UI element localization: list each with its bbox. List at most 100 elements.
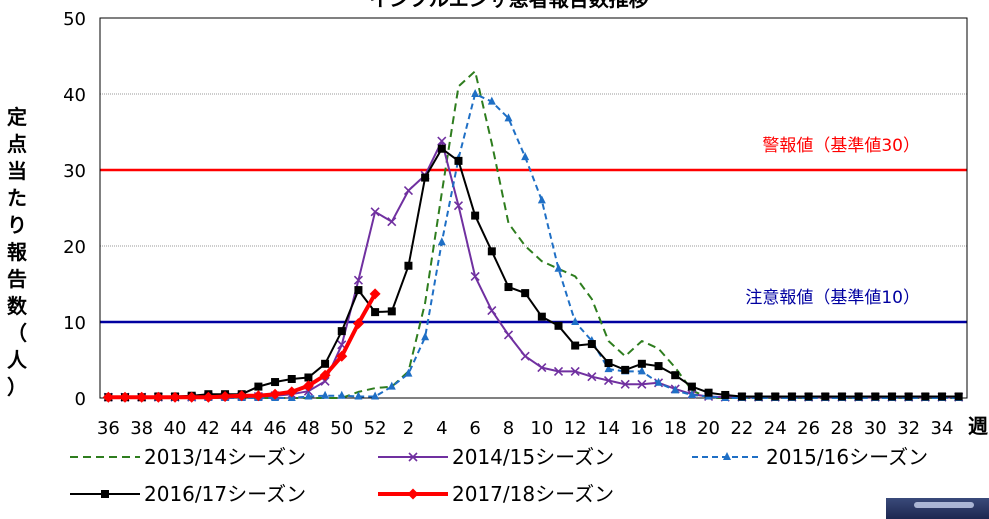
data-point <box>437 144 446 153</box>
data-point <box>570 366 580 376</box>
data-point <box>621 365 630 374</box>
data-point <box>487 96 496 105</box>
x-tick-label: 34 <box>931 418 954 439</box>
data-point <box>337 327 346 336</box>
x-tick-label: 44 <box>230 418 253 439</box>
data-point <box>937 392 946 401</box>
x-tick-label: 42 <box>197 418 220 439</box>
data-point <box>202 391 214 403</box>
x-tick-label: 14 <box>597 418 620 439</box>
y-axis-label-char: 告 <box>7 267 27 291</box>
series-2013/14シーズン <box>108 70 959 399</box>
x-tick-label: 26 <box>797 418 820 439</box>
x-tick-label: 48 <box>297 418 320 439</box>
data-point <box>321 359 330 368</box>
data-point <box>186 391 198 403</box>
data-point <box>370 207 380 217</box>
data-point <box>504 113 513 122</box>
data-point <box>470 271 480 281</box>
legend-label: 2017/18シーズン <box>452 482 615 506</box>
x-axis-label: 週 <box>968 414 988 438</box>
y-axis-label-char: 人 <box>7 348 27 372</box>
y-tick-label: 30 <box>63 161 86 182</box>
data-point <box>102 391 114 403</box>
x-tick-label: 38 <box>130 418 153 439</box>
data-point <box>521 152 530 161</box>
x-tick-label: 24 <box>764 418 787 439</box>
data-point <box>454 156 463 165</box>
data-point <box>921 392 930 401</box>
x-tick-label: 16 <box>630 418 653 439</box>
data-point <box>654 362 663 371</box>
data-point <box>471 89 480 97</box>
series-line <box>108 147 959 399</box>
threshold-lines: 警報値（基準値30） 注意報値（基準値10） <box>100 136 967 324</box>
data-point <box>269 388 281 400</box>
data-point <box>421 332 430 341</box>
data-point <box>871 392 880 401</box>
y-axis-label-char: 数 <box>7 294 27 318</box>
data-point <box>837 392 846 401</box>
data-point <box>737 392 746 401</box>
grid: 0 10 20 30 40 50 <box>63 9 967 410</box>
data-point <box>354 391 363 400</box>
data-point <box>503 330 514 340</box>
data-point <box>437 237 446 246</box>
data-point <box>754 392 763 401</box>
y-axis-label-char: ） <box>7 375 27 399</box>
data-point <box>787 392 796 401</box>
data-point <box>954 392 963 401</box>
data-point <box>821 392 830 401</box>
y-tick-label: 20 <box>63 237 86 258</box>
legend-swatch <box>378 488 448 500</box>
data-point <box>337 390 346 399</box>
legend-item: 2015/16シーズン <box>690 445 989 469</box>
data-point <box>571 341 580 350</box>
data-point <box>254 382 263 391</box>
x-tick-label: 20 <box>697 418 720 439</box>
x-tick-label: 46 <box>264 418 287 439</box>
axes: 36 38 40 42 44 46 48 50 52 2 4 6 8 10 12 14 16 18 20 22 24 26… <box>97 17 968 439</box>
data-point <box>704 388 713 397</box>
data-point <box>904 392 913 401</box>
y-axis-label-char: （ <box>7 321 27 345</box>
data-point <box>637 366 646 375</box>
data-point <box>637 359 646 368</box>
data-point <box>403 185 414 196</box>
y-axis-label-char: 定 <box>7 105 27 129</box>
legend-label: 2014/15シーズン <box>452 445 615 469</box>
legend-swatch <box>378 452 448 462</box>
data-point <box>723 452 731 460</box>
y-tick-label: 50 <box>63 9 86 30</box>
data-point <box>352 318 364 330</box>
data-point <box>537 195 546 204</box>
series-group <box>102 70 964 403</box>
y-axis-label-char: り <box>7 213 27 237</box>
data-point <box>553 366 564 376</box>
data-point <box>554 263 563 272</box>
data-point <box>687 389 696 398</box>
data-point <box>537 363 547 373</box>
y-axis-label-char: 報 <box>7 240 27 264</box>
data-point <box>304 391 313 400</box>
data-point <box>571 317 580 325</box>
x-tick-label: 28 <box>830 418 853 439</box>
data-point <box>437 136 447 146</box>
data-point <box>471 211 480 220</box>
legend-item: 2014/15シーズン <box>376 445 676 469</box>
data-point <box>721 390 730 399</box>
data-point <box>407 488 419 500</box>
data-point <box>554 321 563 330</box>
y-axis-label-char: 点 <box>7 132 27 156</box>
data-point <box>408 452 418 462</box>
data-point <box>687 382 696 391</box>
data-point <box>537 312 546 321</box>
data-point <box>321 390 330 399</box>
data-point <box>152 391 164 403</box>
data-point <box>671 371 680 380</box>
x-tick-label: 4 <box>436 418 447 439</box>
data-point <box>854 392 863 401</box>
threshold-label: 注意報値（基準値10） <box>745 288 920 308</box>
data-point <box>771 392 780 401</box>
data-point <box>887 392 896 401</box>
